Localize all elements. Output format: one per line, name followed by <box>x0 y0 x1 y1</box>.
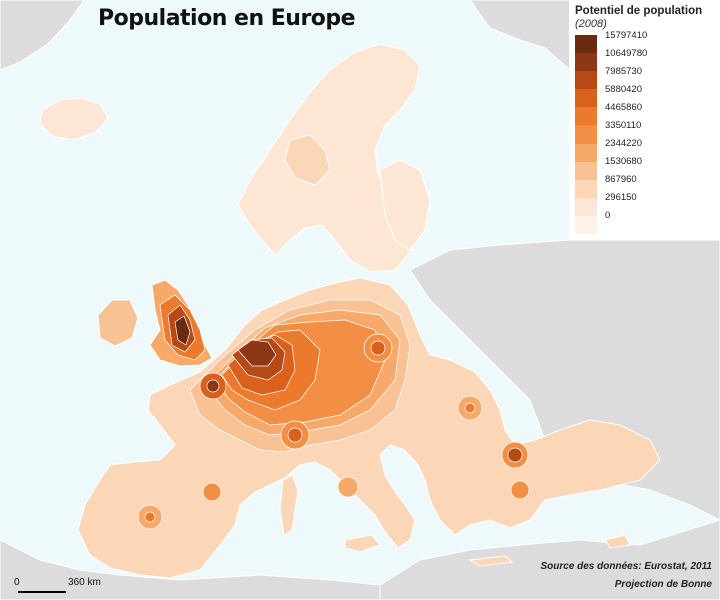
ireland <box>97 299 139 347</box>
legend-swatch <box>575 161 597 180</box>
legend-label: 15797410 <box>605 29 648 41</box>
scale-line <box>18 591 66 593</box>
legend-row: 2344220 <box>575 138 714 162</box>
scandinavia <box>237 43 421 273</box>
legend-label: 10649780 <box>605 47 648 59</box>
sicily <box>344 534 381 553</box>
scale-zero-label: 0 <box>14 577 20 588</box>
legend-row: 0 <box>575 210 714 235</box>
legend-row: 296150 <box>575 192 714 216</box>
corsica-sardinia <box>279 474 299 536</box>
finland <box>379 159 431 251</box>
legend-classes: 15797410 10649780 7985730 5880420 4465860 335… <box>575 30 714 235</box>
legend-swatch <box>575 215 597 235</box>
legend-label: 7985730 <box>605 65 642 77</box>
legend-swatch <box>575 125 597 144</box>
data-source: Source des données: Eurostat, 2011 <box>540 561 712 572</box>
legend-swatch <box>575 197 597 216</box>
legend-subtitle: (2008) <box>575 18 607 30</box>
legend-row: 5880420 <box>575 84 714 108</box>
legend-label: 3350110 <box>605 120 642 132</box>
legend-swatch <box>575 107 597 126</box>
legend-swatch <box>575 71 597 90</box>
legend-label: 5880420 <box>605 83 642 95</box>
crete <box>468 555 514 567</box>
legend-row: 3350110 <box>575 120 714 144</box>
legend-swatch <box>575 89 597 108</box>
legend-label: 4465860 <box>605 101 642 113</box>
legend-swatch <box>575 179 597 198</box>
greenland-area <box>0 0 85 71</box>
legend-label: 1530680 <box>605 156 642 168</box>
north-africa-west <box>0 539 381 600</box>
legend-row: 867960 <box>575 174 714 198</box>
legend-label: 0 <box>605 210 611 222</box>
scale-max-label: 360 km <box>68 577 101 588</box>
legend-row: 1530680 <box>575 156 714 180</box>
legend-title: Potentiel de population <box>575 5 703 17</box>
islands <box>279 474 631 567</box>
projection-note: Projection de Bonne <box>614 579 712 590</box>
legend-label: 867960 <box>605 174 637 186</box>
iceland <box>39 97 109 141</box>
cyprus <box>604 534 631 549</box>
legend-label: 296150 <box>605 192 637 204</box>
legend: Potentiel de population (2008) 15797410 1… <box>569 0 720 240</box>
sweden-south <box>284 134 331 186</box>
legend-row: 4465860 <box>575 102 714 126</box>
legend-swatch <box>575 53 597 72</box>
arctic-russia <box>469 0 571 72</box>
legend-row: 10649780 <box>575 48 714 72</box>
legend-row: 7985730 <box>575 66 714 90</box>
legend-swatch <box>575 143 597 162</box>
scale-bar: 0 360 km <box>14 577 124 597</box>
isoline-bands <box>137 294 530 530</box>
legend-label: 2344220 <box>605 138 642 150</box>
legend-swatch <box>575 35 597 54</box>
map-title: Population en Europe <box>98 6 356 31</box>
legend-row: 15797410 <box>575 30 714 54</box>
